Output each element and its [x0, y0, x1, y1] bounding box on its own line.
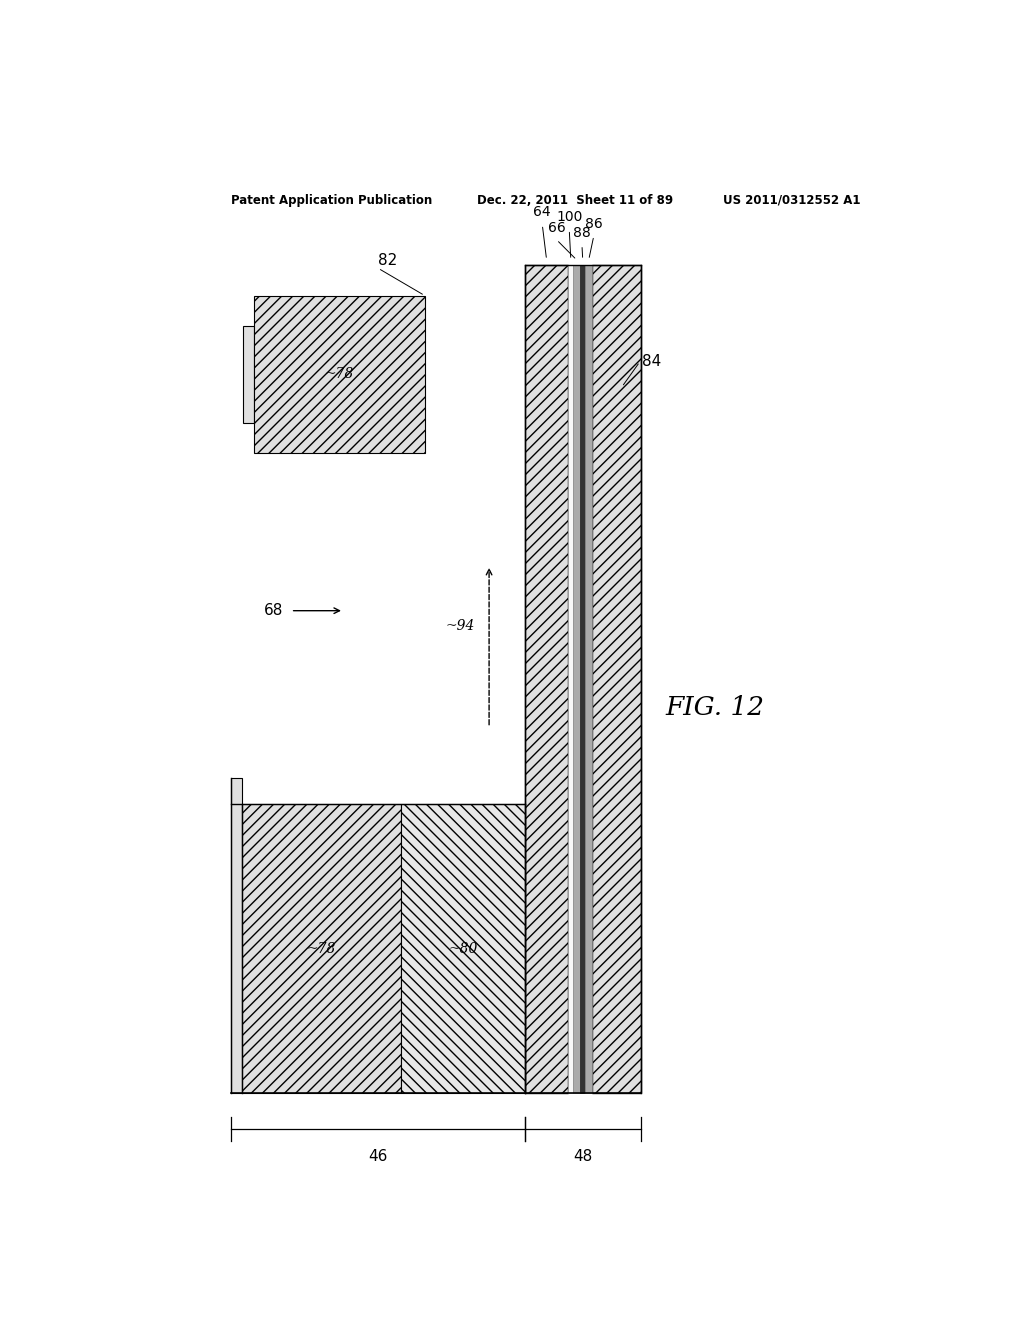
Text: ~80: ~80: [449, 941, 477, 956]
Text: 88: 88: [573, 226, 591, 240]
Bar: [585, 265, 592, 1093]
Text: 100: 100: [556, 210, 583, 224]
Bar: [592, 265, 641, 1093]
Text: 66: 66: [548, 220, 565, 235]
Text: 46: 46: [369, 1150, 388, 1164]
Text: 84: 84: [642, 354, 662, 370]
Bar: [581, 265, 585, 1093]
Bar: [243, 326, 254, 422]
Text: US 2011/0312552 A1: US 2011/0312552 A1: [723, 194, 861, 207]
Text: FIG. 12: FIG. 12: [666, 694, 765, 719]
Bar: [568, 265, 573, 1093]
Text: 82: 82: [378, 253, 397, 268]
Bar: [231, 779, 243, 1093]
Text: ~78: ~78: [325, 367, 354, 381]
Text: 86: 86: [585, 216, 603, 231]
Bar: [243, 804, 401, 1093]
Bar: [573, 265, 581, 1093]
Bar: [524, 265, 568, 1093]
Bar: [254, 296, 425, 453]
Bar: [401, 804, 524, 1093]
Text: ~78: ~78: [307, 941, 336, 956]
Text: 64: 64: [534, 206, 551, 219]
Text: Patent Application Publication: Patent Application Publication: [231, 194, 432, 207]
Text: 48: 48: [573, 1150, 593, 1164]
Text: Dec. 22, 2011  Sheet 11 of 89: Dec. 22, 2011 Sheet 11 of 89: [477, 194, 674, 207]
Text: 68: 68: [263, 603, 283, 618]
Text: ~94: ~94: [445, 619, 475, 634]
